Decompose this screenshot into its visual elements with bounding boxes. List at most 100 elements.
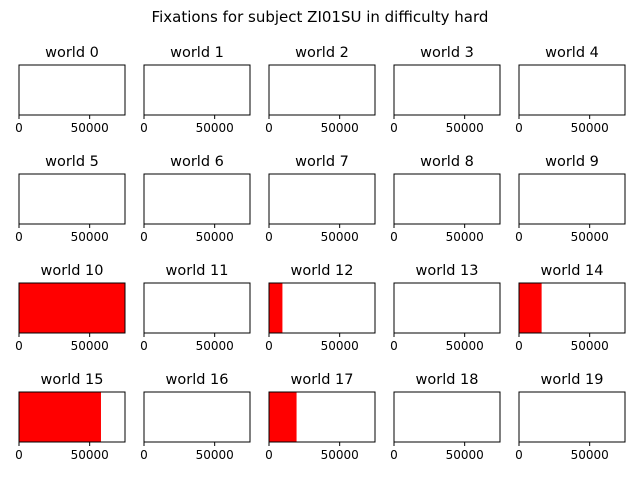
panel-world-11: world 11 0 50000: [140, 263, 251, 353]
axes-frame: [268, 64, 376, 116]
x-tick-label: 50000: [196, 339, 234, 353]
axes-frame: [518, 282, 626, 334]
panel-title: world 7: [295, 154, 349, 170]
fixation-bar: [19, 283, 125, 333]
x-tick-label: 0: [390, 448, 398, 462]
fixation-bar: [269, 392, 297, 442]
x-tick-label: 50000: [321, 339, 359, 353]
x-tick-label: 50000: [571, 121, 609, 135]
axes-frame: [143, 173, 251, 225]
fixation-bar: [519, 283, 542, 333]
x-tick-label: 0: [390, 339, 398, 353]
panel-world-10: world 10 0 50000: [15, 263, 126, 353]
x-tick-label: 50000: [446, 339, 484, 353]
x-tick-label: 50000: [321, 121, 359, 135]
figure-title: Fixations for subject ZI01SU in difficul…: [152, 8, 489, 26]
axes-frame: [18, 282, 126, 334]
panel-title: world 0: [45, 45, 99, 61]
x-tick-label: 50000: [446, 230, 484, 244]
panel-world-9: world 9 0 50000: [515, 154, 626, 244]
x-tick-label: 0: [515, 448, 523, 462]
x-tick-label: 50000: [446, 121, 484, 135]
panel-world-0: world 0 0 50000: [15, 45, 126, 135]
x-tick-label: 0: [140, 121, 148, 135]
x-tick-label: 50000: [196, 121, 234, 135]
panel-title: world 17: [291, 372, 354, 388]
x-tick-label: 0: [390, 230, 398, 244]
panel-world-12: world 12 0 50000: [265, 263, 376, 353]
panel-world-6: world 6 0 50000: [140, 154, 251, 244]
x-tick-label: 0: [140, 448, 148, 462]
panel-title: world 2: [295, 45, 349, 61]
x-tick-label: 50000: [321, 230, 359, 244]
panel-title: world 9: [545, 154, 599, 170]
panel-world-18: world 18 0 50000: [390, 372, 501, 462]
x-tick-label: 0: [265, 230, 273, 244]
panel-title: world 12: [291, 263, 354, 279]
panel-world-2: world 2 0 50000: [265, 45, 376, 135]
axes-frame: [143, 391, 251, 443]
panel-title: world 16: [166, 372, 229, 388]
panel-world-1: world 1 0 50000: [140, 45, 251, 135]
axes-frame: [18, 173, 126, 225]
axes-frame: [18, 391, 126, 443]
panel-title: world 8: [420, 154, 474, 170]
x-tick-label: 0: [140, 339, 148, 353]
x-tick-label: 0: [515, 230, 523, 244]
panel-world-14: world 14 0 50000: [515, 263, 626, 353]
panel-world-7: world 7 0 50000: [265, 154, 376, 244]
panel-title: world 11: [166, 263, 229, 279]
panel-world-19: world 19 0 50000: [515, 372, 626, 462]
x-tick-label: 0: [265, 448, 273, 462]
panel-world-13: world 13 0 50000: [390, 263, 501, 353]
x-tick-label: 50000: [71, 339, 109, 353]
panel-title: world 6: [170, 154, 224, 170]
x-tick-label: 50000: [571, 339, 609, 353]
axes-frame: [518, 391, 626, 443]
x-tick-label: 50000: [446, 448, 484, 462]
panel-title: world 18: [416, 372, 479, 388]
x-tick-label: 50000: [71, 121, 109, 135]
x-tick-label: 50000: [571, 230, 609, 244]
axes-frame: [393, 391, 501, 443]
x-tick-label: 0: [390, 121, 398, 135]
panel-world-8: world 8 0 50000: [390, 154, 501, 244]
axes-frame: [143, 282, 251, 334]
fixation-bar: [269, 283, 283, 333]
panel-title: world 14: [541, 263, 604, 279]
panel-title: world 5: [45, 154, 99, 170]
x-tick-label: 0: [265, 121, 273, 135]
panel-title: world 13: [416, 263, 479, 279]
x-tick-label: 50000: [571, 448, 609, 462]
axes-frame: [393, 64, 501, 116]
x-tick-label: 50000: [321, 448, 359, 462]
x-tick-label: 0: [265, 339, 273, 353]
axes-frame: [268, 173, 376, 225]
x-tick-label: 0: [515, 339, 523, 353]
axes-frame: [18, 64, 126, 116]
axes-frame: [268, 391, 376, 443]
panel-title: world 15: [41, 372, 104, 388]
panel-world-16: world 16 0 50000: [140, 372, 251, 462]
panel-title: world 3: [420, 45, 474, 61]
panel-world-17: world 17 0 50000: [265, 372, 376, 462]
axes-frame: [518, 173, 626, 225]
panel-title: world 4: [545, 45, 599, 61]
axes-frame: [393, 173, 501, 225]
x-tick-label: 50000: [71, 230, 109, 244]
x-tick-label: 0: [515, 121, 523, 135]
panel-world-4: world 4 0 50000: [515, 45, 626, 135]
panel-world-3: world 3 0 50000: [390, 45, 501, 135]
axes-frame: [268, 282, 376, 334]
x-tick-label: 50000: [71, 448, 109, 462]
x-tick-label: 0: [15, 230, 23, 244]
panel-world-5: world 5 0 50000: [15, 154, 126, 244]
x-tick-label: 50000: [196, 230, 234, 244]
x-tick-label: 50000: [196, 448, 234, 462]
panel-world-15: world 15 0 50000: [15, 372, 126, 462]
panel-title: world 1: [170, 45, 224, 61]
axes-frame: [518, 64, 626, 116]
axes-frame: [143, 64, 251, 116]
